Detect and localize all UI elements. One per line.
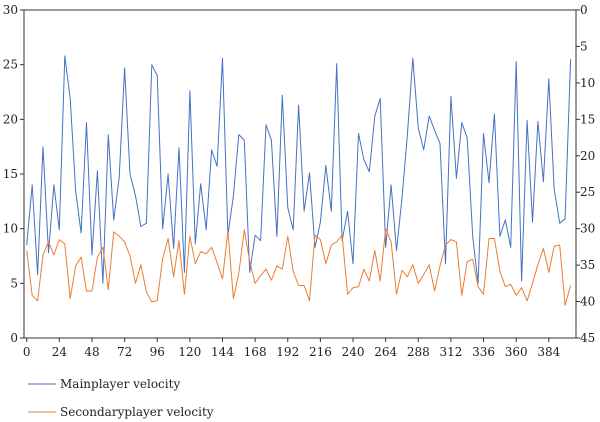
right-y-tick-label: 20 <box>580 149 595 163</box>
x-tick-label: 384 <box>537 345 560 359</box>
x-tick-label: 216 <box>309 345 332 359</box>
left-y-tick-label: 25 <box>3 58 18 72</box>
x-tick-label: 168 <box>244 345 267 359</box>
right-y-tick-label: 35 <box>580 258 595 272</box>
right-y-tick-label: 30 <box>580 222 595 236</box>
x-tick-label: 312 <box>439 345 462 359</box>
x-tick-label: 288 <box>407 345 430 359</box>
x-axis: 0 24 48 72 96 120 144 168 192 216 240 264 288 312 336 3… <box>23 338 561 359</box>
x-tick-label: 120 <box>178 345 201 359</box>
left-y-tick-label: 15 <box>3 167 18 181</box>
legend: Mainplayer velocity Secondaryplayer velo… <box>28 377 214 419</box>
right-y-axis: 0 5 10 15 20 25 30 35 40 45 <box>576 3 595 345</box>
left-y-tick-label: 20 <box>3 112 18 126</box>
x-tick-label: 72 <box>117 345 132 359</box>
left-y-axis: 0 5 10 15 20 25 30 <box>3 3 24 345</box>
right-y-tick-label: 45 <box>580 331 595 345</box>
x-tick-label: 48 <box>84 345 99 359</box>
series-layer <box>26 55 572 306</box>
x-tick-label: 144 <box>211 345 234 359</box>
right-y-tick-label: 25 <box>580 185 595 199</box>
legend-label-secondaryplayer: Secondaryplayer velocity <box>60 405 214 419</box>
x-tick-label: 24 <box>52 345 68 359</box>
x-tick-label: 264 <box>374 345 397 359</box>
legend-label-mainplayer: Mainplayer velocity <box>60 377 180 391</box>
left-y-tick-label: 0 <box>10 331 18 345</box>
right-y-tick-label: 5 <box>580 39 588 53</box>
x-tick-label: 360 <box>505 345 528 359</box>
x-tick-label: 336 <box>472 345 495 359</box>
left-y-tick-label: 5 <box>10 276 18 290</box>
x-tick-label: 0 <box>23 345 31 359</box>
x-tick-label: 192 <box>276 345 299 359</box>
left-y-tick-label: 10 <box>3 222 18 236</box>
right-y-tick-label: 0 <box>580 3 588 17</box>
series-line-mainplayer <box>26 55 572 284</box>
x-tick-label: 240 <box>342 345 365 359</box>
right-y-tick-label: 40 <box>580 295 595 309</box>
left-y-tick-label: 30 <box>3 3 18 17</box>
series-line-secondaryplayer <box>26 228 572 306</box>
right-y-tick-label: 10 <box>580 76 595 90</box>
x-tick-label: 96 <box>150 345 165 359</box>
right-y-tick-label: 15 <box>580 112 595 126</box>
